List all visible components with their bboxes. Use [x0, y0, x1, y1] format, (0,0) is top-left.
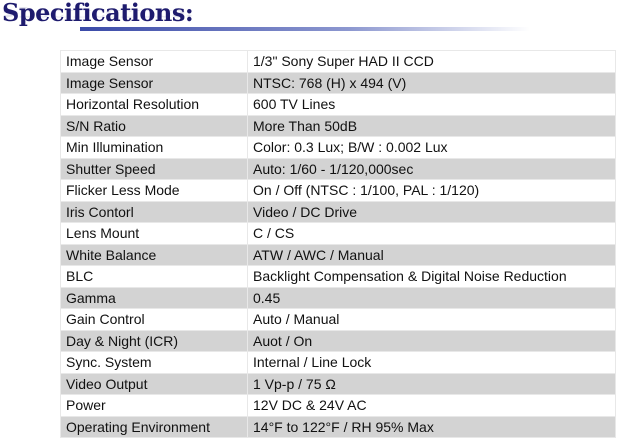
spec-label: Day & Night (ICR): [60, 329, 248, 352]
spec-table: Image Sensor 1/3" Sony Super HAD II CCD Im…: [60, 50, 616, 438]
table-row: Iris Contorl Video / DC Drive: [60, 200, 616, 223]
table-row: Gain Control Auto / Manual: [60, 308, 616, 331]
table-row: Power 12V DC & 24V AC: [60, 394, 616, 417]
table-row: Lens Mount C / CS: [60, 222, 616, 245]
spec-label: Video Output: [60, 372, 248, 395]
table-row: White Balance ATW / AWC / Manual: [60, 243, 616, 266]
table-row: Horizontal Resolution 600 TV Lines: [60, 93, 616, 116]
spec-value: ATW / AWC / Manual: [247, 243, 616, 266]
spec-value: More Than 50dB: [247, 114, 616, 137]
spec-label: Gamma: [60, 286, 248, 309]
spec-label: Min Illumination: [60, 136, 248, 159]
spec-value: On / Off (NTSC : 1/100, PAL : 1/120): [247, 179, 616, 202]
spec-label: Lens Mount: [60, 222, 248, 245]
table-row: Sync. System Internal / Line Lock: [60, 351, 616, 374]
spec-label: Operating Environment: [60, 415, 248, 438]
spec-value: NTSC: 768 (H) x 494 (V): [247, 71, 616, 94]
spec-label: Image Sensor: [60, 50, 248, 73]
spec-value: Auot / On: [247, 329, 616, 352]
spec-value: 12V DC & 24V AC: [247, 394, 616, 417]
spec-value: Auto: 1/60 - 1/120,000sec: [247, 157, 616, 180]
spec-label: Image Sensor: [60, 71, 248, 94]
spec-value: 600 TV Lines: [247, 93, 616, 116]
spec-value: Auto / Manual: [247, 308, 616, 331]
spec-label: Iris Contorl: [60, 200, 248, 223]
spec-label: Horizontal Resolution: [60, 93, 248, 116]
table-row: Shutter Speed Auto: 1/60 - 1/120,000sec: [60, 157, 616, 180]
spec-value: 1/3" Sony Super HAD II CCD: [247, 50, 616, 73]
spec-label: White Balance: [60, 243, 248, 266]
table-row: Image Sensor NTSC: 768 (H) x 494 (V): [60, 71, 616, 94]
spec-value: Backlight Compensation & Digital Noise R…: [247, 265, 616, 288]
table-row: Operating Environment 14°F to 122°F / RH …: [60, 415, 616, 438]
title-underline: [80, 27, 530, 31]
spec-label: Power: [60, 394, 248, 417]
spec-label: BLC: [60, 265, 248, 288]
spec-value: 0.45: [247, 286, 616, 309]
spec-label: Sync. System: [60, 351, 248, 374]
table-row: S/N Ratio More Than 50dB: [60, 114, 616, 137]
spec-value: Video / DC Drive: [247, 200, 616, 223]
table-row: BLC Backlight Compensation & Digital Nois…: [60, 265, 616, 288]
table-row: Day & Night (ICR) Auot / On: [60, 329, 616, 352]
spec-value: 14°F to 122°F / RH 95% Max: [247, 415, 616, 438]
title-reflection: Specifications:: [2, 6, 194, 24]
spec-value: Internal / Line Lock: [247, 351, 616, 374]
spec-label: Flicker Less Mode: [60, 179, 248, 202]
page-title: Specifications:: [2, 0, 194, 27]
spec-value: C / CS: [247, 222, 616, 245]
table-row: Video Output 1 Vp-p / 75 Ω: [60, 372, 616, 395]
table-row: Flicker Less Mode On / Off (NTSC : 1/100,…: [60, 179, 616, 202]
spec-label: S/N Ratio: [60, 114, 248, 137]
table-row: Gamma 0.45: [60, 286, 616, 309]
table-row: Image Sensor 1/3" Sony Super HAD II CCD: [60, 50, 616, 73]
spec-value: Color: 0.3 Lux; B/W : 0.002 Lux: [247, 136, 616, 159]
spec-value: 1 Vp-p / 75 Ω: [247, 372, 616, 395]
spec-label: Gain Control: [60, 308, 248, 331]
table-row: Min Illumination Color: 0.3 Lux; B/W : 0.…: [60, 136, 616, 159]
spec-label: Shutter Speed: [60, 157, 248, 180]
